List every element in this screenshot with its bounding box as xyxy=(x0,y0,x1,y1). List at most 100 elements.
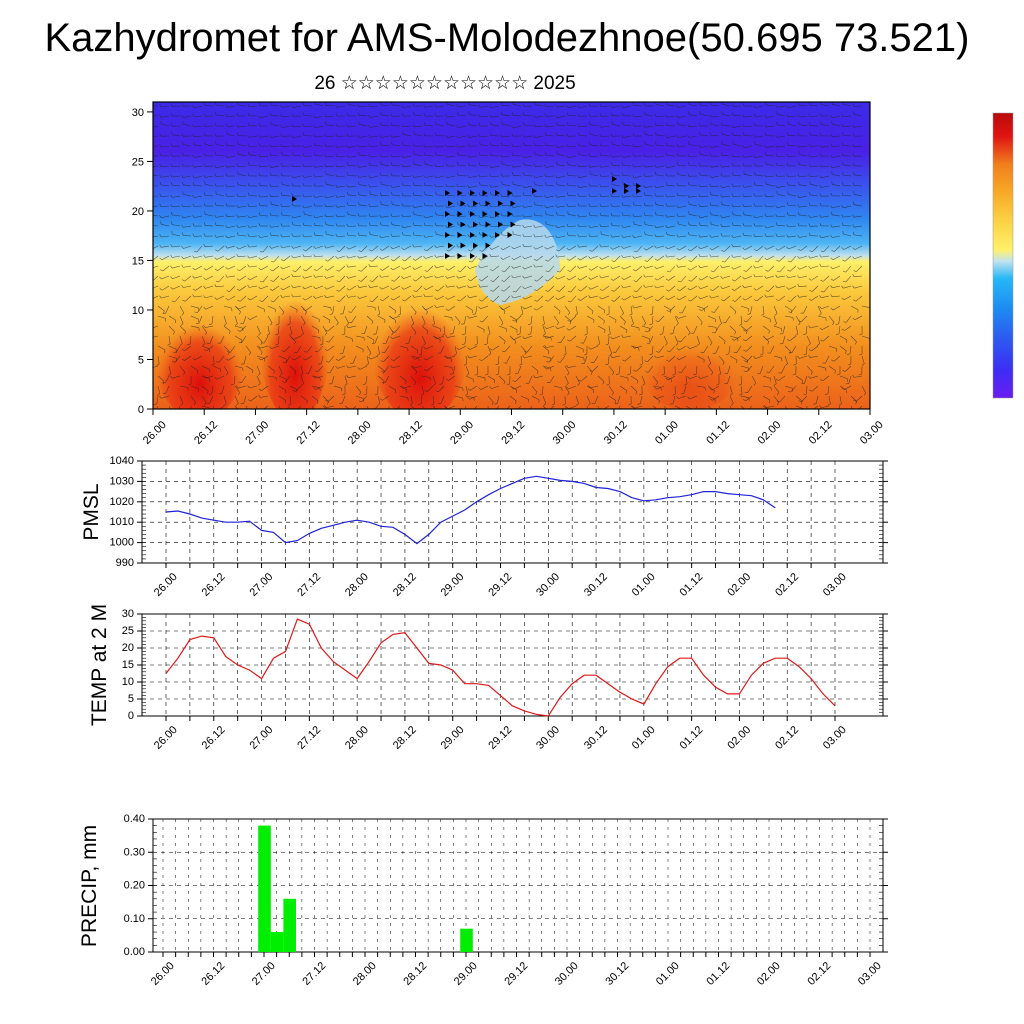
wind-barb xyxy=(608,335,610,345)
wind-barb-flag xyxy=(203,277,207,280)
wind-barb xyxy=(172,165,181,168)
wind-barb-flag xyxy=(503,341,506,345)
wind-barb xyxy=(722,185,731,189)
wind-barb xyxy=(491,385,500,389)
wind-barb-flag xyxy=(284,400,286,404)
wind-barb-flag xyxy=(709,234,712,238)
wind-barb-flag xyxy=(688,279,692,282)
wind-barb xyxy=(281,205,291,207)
wind-barb-flag xyxy=(248,162,250,166)
wind-barb-flag xyxy=(566,386,569,390)
wind-barb-flag xyxy=(247,277,251,281)
wind-barb-flag xyxy=(313,203,316,207)
wind-barb-flag xyxy=(643,185,646,188)
wind-barb xyxy=(567,115,577,117)
wind-barb xyxy=(443,325,446,334)
wind-barb-flag xyxy=(236,124,239,128)
wind-barb-flag xyxy=(181,133,184,137)
wind-barb xyxy=(778,375,786,381)
wind-barb xyxy=(333,315,339,323)
wind-barb xyxy=(667,375,676,381)
wind-barb-flag xyxy=(535,392,538,395)
wind-barb-flag xyxy=(834,370,836,374)
wind-barb-flag xyxy=(269,152,272,156)
wind-barb-flag xyxy=(495,373,499,376)
wind-barb xyxy=(480,144,489,147)
wind-barb xyxy=(190,325,199,329)
wind-barb xyxy=(153,265,159,269)
wind-barb-flag xyxy=(861,363,865,366)
wind-barb-flag xyxy=(236,288,240,291)
wind-barb xyxy=(645,234,654,237)
wind-barb-flag xyxy=(852,256,855,259)
wind-barb xyxy=(663,305,672,311)
wind-barb-flag xyxy=(317,400,319,404)
wind-barb-flag xyxy=(390,154,393,157)
wind-barb xyxy=(370,355,379,360)
wind-barb-flag xyxy=(786,339,790,342)
wind-barb-flag xyxy=(247,183,250,186)
wind-barb xyxy=(699,195,709,197)
wind-barb-flag xyxy=(616,373,620,375)
wind-barb-flag xyxy=(753,155,756,158)
wind-barb xyxy=(556,135,566,137)
wind-barb xyxy=(799,153,808,157)
wind-barb xyxy=(542,315,545,324)
wind-barb xyxy=(267,365,275,372)
wind-barb-flag xyxy=(306,400,308,404)
wind-barb-flag xyxy=(409,403,413,406)
wind-barb-flag xyxy=(434,265,437,268)
wind-barb xyxy=(745,295,753,301)
wind-barb xyxy=(529,405,533,409)
xtick-label: 28.00 xyxy=(351,960,379,988)
wind-barb-flag xyxy=(467,266,470,269)
wind-barb-flag xyxy=(676,234,679,238)
wind-barb-flag xyxy=(478,279,482,282)
wind-barb-flag xyxy=(468,111,470,115)
wind-barb-flag xyxy=(413,211,415,215)
wind-barb xyxy=(249,135,258,138)
wind-barb-flag xyxy=(830,266,833,270)
wind-barb-flag xyxy=(544,173,547,177)
wind-barb xyxy=(578,195,588,197)
wind-barb-flag xyxy=(456,244,459,248)
wind-barb xyxy=(689,224,698,227)
wind-barb-flag xyxy=(275,333,279,336)
xtick-label: 28.12 xyxy=(391,724,419,752)
wind-barb-flag xyxy=(589,370,593,372)
wind-barb-flag xyxy=(511,265,514,269)
wind-barb-flag xyxy=(522,286,525,289)
wind-barb-flag xyxy=(270,322,273,326)
wind-barb-flag xyxy=(841,113,844,117)
wind-barb xyxy=(241,375,247,383)
wind-barb xyxy=(567,185,577,187)
wind-barb xyxy=(678,124,687,127)
wind-barb xyxy=(380,195,390,197)
wind-barb-flag xyxy=(709,144,712,148)
wind-barb-flag xyxy=(577,163,580,167)
wind-barb-flag xyxy=(291,105,294,108)
ytick-label: 990 xyxy=(116,557,134,569)
wind-barb-flag xyxy=(775,104,778,108)
wind-barb-flag xyxy=(643,322,646,326)
wind-barb xyxy=(369,265,379,267)
wind-barb xyxy=(305,245,313,252)
wind-barb xyxy=(347,204,357,207)
wind-barb-flag xyxy=(621,212,624,216)
wind-barb-flag xyxy=(632,123,635,127)
wind-barb-flag xyxy=(687,287,691,291)
wind-barb-flag xyxy=(668,412,669,415)
wind-barb xyxy=(524,355,533,359)
wind-barb xyxy=(327,325,335,332)
wind-barb-flag xyxy=(587,403,591,406)
wind-barb-flag xyxy=(237,232,239,236)
wind-barb-flag xyxy=(302,358,306,361)
wind-barb xyxy=(524,124,533,127)
wind-barb-flag xyxy=(720,173,723,177)
wind-barb xyxy=(381,183,390,187)
pmsl-frame xyxy=(141,460,884,564)
pmsl-series-line xyxy=(165,475,776,545)
wind-barb xyxy=(690,265,698,271)
wind-barb xyxy=(303,165,313,167)
wind-barb xyxy=(493,295,500,302)
